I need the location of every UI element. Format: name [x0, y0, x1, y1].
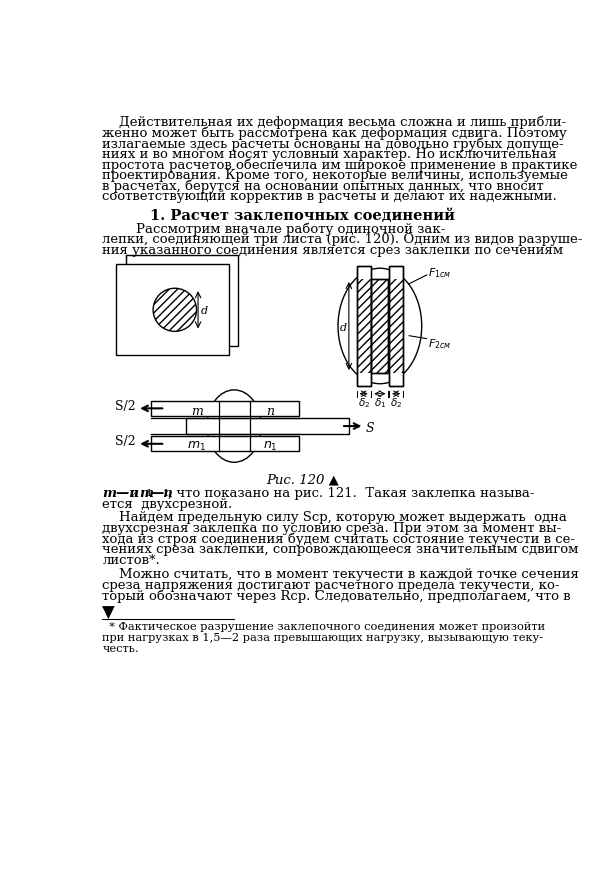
Text: и: и	[126, 487, 143, 500]
Text: ▼: ▼	[103, 605, 115, 621]
Text: $m_1$: $m_1$	[187, 440, 206, 453]
Bar	[151, 401, 299, 416]
Text: —n: —n	[150, 487, 173, 500]
Bar	[389, 266, 403, 386]
Text: среза напряжения достигают расчетного предела текучести, ко-: среза напряжения достигают расчетного пр…	[103, 579, 560, 592]
Text: излагаемые здесь расчеты основаны на довольно грубых допуще-: излагаемые здесь расчеты основаны на дов…	[103, 137, 564, 150]
Bar	[116, 264, 229, 356]
Text: 1: 1	[146, 489, 152, 498]
Text: женно может быть рассмотрена как деформация сдвига. Поэтому: женно может быть рассмотрена как деформа…	[103, 126, 567, 140]
Text: m: m	[191, 404, 202, 418]
Text: n: n	[266, 404, 274, 418]
Text: соответствующий корректив в расчеты и делают их надежными.: соответствующий корректив в расчеты и де…	[103, 190, 557, 204]
Text: торый обозначают через Rср. Следовательно, предполагаем, что в: торый обозначают через Rср. Следовательн…	[103, 589, 571, 603]
Bar	[389, 279, 403, 373]
Bar	[371, 279, 388, 373]
Text: m—n: m—n	[103, 487, 139, 500]
Text: $F_{2см}$: $F_{2см}$	[428, 338, 451, 351]
Text: двухсрезная заклепка по условию среза. При этом за момент вы-: двухсрезная заклепка по условию среза. П…	[103, 522, 562, 535]
Text: чениях среза заклепки, сопровождающееся значительным сдвигом: чениях среза заклепки, сопровождающееся …	[103, 543, 579, 557]
Bar	[186, 419, 349, 434]
Text: $δ_1$: $δ_1$	[373, 396, 386, 410]
Bar	[356, 266, 371, 386]
Bar	[126, 255, 238, 346]
Text: $F_{1см}$: $F_{1см}$	[428, 266, 451, 280]
Text: Действительная их деформация весьма сложна и лишь прибли-: Действительная их деформация весьма слож…	[103, 116, 566, 130]
Text: $δ_2$: $δ_2$	[358, 396, 370, 410]
Text: Рис. 120 ▲: Рис. 120 ▲	[266, 473, 339, 486]
Text: S/2: S/2	[115, 436, 136, 448]
Text: Найдем предельную силу Sср, которую может выдержать  одна: Найдем предельную силу Sср, которую може…	[103, 511, 568, 525]
Text: ния указанного соединения является срез заклепки по сечениям: ния указанного соединения является срез …	[103, 244, 563, 257]
Text: 1: 1	[163, 489, 169, 498]
Text: d: d	[201, 306, 208, 316]
Text: m: m	[139, 487, 153, 500]
Text: листов*.: листов*.	[103, 554, 160, 567]
Text: ется  двухсрезной.: ется двухсрезной.	[103, 498, 232, 510]
Text: $n_1$: $n_1$	[263, 440, 277, 453]
Text: 1. Расчет заклепочных соединений: 1. Расчет заклепочных соединений	[150, 209, 455, 223]
Text: S/2: S/2	[115, 400, 136, 412]
Bar	[389, 266, 403, 386]
Text: хода из строя соединения будем считать состояние текучести в се-: хода из строя соединения будем считать с…	[103, 533, 575, 546]
Text: Рассмотрим вначале работу одиночной зак-: Рассмотрим вначале работу одиночной зак-	[103, 222, 446, 236]
Text: S: S	[366, 422, 375, 436]
Text: Можно считать, что в момент текучести в каждой точке сечения: Можно считать, что в момент текучести в …	[103, 568, 579, 581]
Text: в расчетах, берутся на основании опытных данных, что вносит: в расчетах, берутся на основании опытных…	[103, 180, 544, 193]
Bar	[356, 279, 371, 373]
Bar	[356, 266, 371, 386]
Circle shape	[153, 288, 196, 332]
Text: лепки, соединяющей три листа (рис. 120). Одним из видов разруше-: лепки, соединяющей три листа (рис. 120).…	[103, 233, 583, 246]
Text: , что показано на рис. 121.  Такая заклепка называ-: , что показано на рис. 121. Такая заклеп…	[168, 487, 534, 500]
Text: при нагрузках в 1,5—2 раза превышающих нагрузку, вызывающую теку-: при нагрузках в 1,5—2 раза превышающих н…	[103, 633, 543, 643]
Text: * Фактическое разрушение заклепочного соединения может произойти: * Фактическое разрушение заклепочного со…	[103, 622, 546, 632]
Text: честь.: честь.	[103, 644, 139, 653]
Text: простота расчетов обеспечила им широкое применение в практике: простота расчетов обеспечила им широкое …	[103, 158, 578, 172]
Text: d: d	[340, 323, 348, 332]
Text: ниях и во многом носят условный характер. Но исключительная: ниях и во многом носят условный характер…	[103, 148, 557, 161]
Bar	[371, 279, 388, 373]
Bar	[151, 436, 299, 452]
Text: $δ_2$: $δ_2$	[390, 396, 402, 410]
Text: проектирования. Кроме того, некоторые величины, используемые: проектирования. Кроме того, некоторые ве…	[103, 169, 568, 182]
Bar	[371, 279, 388, 373]
